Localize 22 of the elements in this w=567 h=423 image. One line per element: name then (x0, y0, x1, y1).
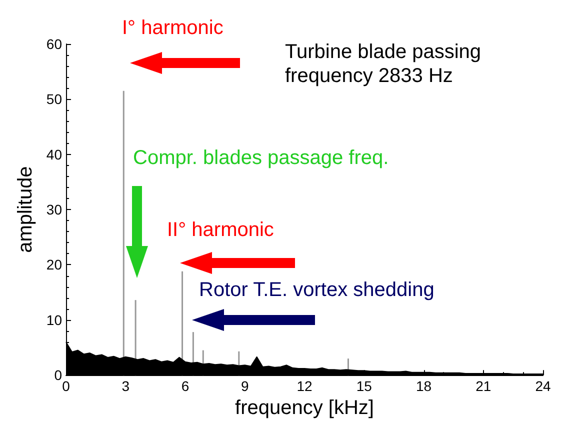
y-tick-label: 50 (46, 91, 62, 108)
x-tick-label: 15 (356, 378, 372, 394)
x-tick-label: 21 (476, 378, 492, 394)
y-tick-label: 30 (46, 202, 62, 218)
x-tick-label: 12 (296, 378, 312, 394)
annotation: Turbine blade passing frequency 2833 Hz (285, 41, 487, 87)
y-tick-label: 20 (46, 256, 62, 273)
y-tick-label: 0 (54, 367, 62, 384)
y-tick-label: 40 (46, 146, 62, 162)
annotation: Compr. blades passage freq. (133, 147, 389, 169)
text: I° harmonic (122, 17, 224, 39)
x-tick-label: 18 (416, 378, 432, 394)
y-axis-title: amplitude (14, 166, 37, 253)
annotation: II° harmonic (167, 219, 274, 241)
y-tick-label: 10 (46, 312, 62, 328)
x-tick-label: 9 (240, 378, 249, 394)
x-tick-label: 24 (535, 378, 551, 394)
x-axis-title: frequency [kHz] (235, 397, 374, 419)
x-tick-label: 3 (122, 378, 130, 394)
x-tick-label: 6 (181, 378, 190, 394)
annotation: Rotor T.E. vortex shedding (199, 279, 434, 301)
y-tick-label: 60 (46, 36, 62, 52)
